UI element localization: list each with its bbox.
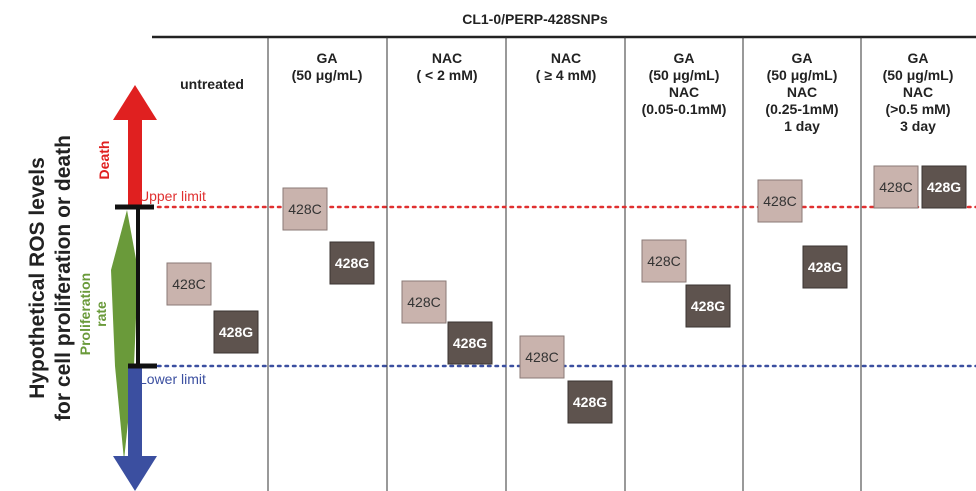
box-428c <box>757 179 803 223</box>
box-428g <box>329 241 375 285</box>
column-header-line: NAC <box>669 84 699 100</box>
column-header-line: NAC <box>432 50 462 66</box>
column-header-line: 3 day <box>900 118 936 134</box>
proliferation-label-line1: Proliferation <box>77 273 93 355</box>
column-header: GA(50 μg/mL)NAC(>0.5 mM)3 day <box>883 50 954 134</box>
lower-limit-label: Lower limit <box>139 371 206 387</box>
y-axis-title-line2: for cell proliferation or death <box>52 135 75 421</box>
column-header-line: GA <box>674 50 695 66</box>
box-428c-label: 428C <box>288 201 321 217</box>
column-header-line: untreated <box>180 76 244 92</box>
death-label: Death <box>96 141 112 180</box>
column-header-line: NAC <box>903 84 933 100</box>
box-428g <box>685 284 731 328</box>
y-axis-title-line1: Hypothetical ROS levels <box>26 157 49 399</box>
diagram-title: CL1-0/PERP-428SNPs <box>462 11 608 27</box>
column-header-line: NAC <box>551 50 581 66</box>
limit-bracket <box>115 204 157 369</box>
column-header-line: ( < 2 mM) <box>416 67 477 83</box>
box-428g <box>447 321 493 365</box>
box-428c <box>401 280 447 324</box>
genotype-boxes: 428C 428G 428C 428G 428C 428G 428C 428G 428C 428G… <box>166 165 967 424</box>
box-428c-label: 428C <box>879 179 912 195</box>
box-428c <box>641 239 687 283</box>
box-428g-label: 428G <box>335 255 369 271</box>
column-header-line: (50 μg/mL) <box>649 67 720 83</box>
box-428c <box>873 165 919 209</box>
column-header-line: GA <box>792 50 813 66</box>
box-428c-label: 428C <box>525 349 558 365</box>
upper-limit-label: Upper limit <box>139 188 206 204</box>
column-header: GA(50 μg/mL)NAC(0.25-1mM)1 day <box>765 50 838 134</box>
box-428c <box>519 335 565 379</box>
proliferation-diamond <box>111 210 138 460</box>
box-428c-label: 428C <box>407 294 440 310</box>
box-428c-label: 428C <box>647 253 680 269</box>
box-428g-label: 428G <box>453 335 487 351</box>
box-428g <box>567 380 613 424</box>
column-header-line: GA <box>908 50 929 66</box>
column-header-line: 1 day <box>784 118 820 134</box>
column-header-line: (50 μg/mL) <box>292 67 363 83</box>
column-header-line: (50 μg/mL) <box>767 67 838 83</box>
box-428g-label: 428G <box>927 179 961 195</box>
box-428c <box>282 187 328 231</box>
column-header: NAC( < 2 mM) <box>416 50 477 83</box>
box-428g-label: 428G <box>691 298 725 314</box>
column-header: untreated <box>180 76 244 92</box>
box-428g-label: 428G <box>808 259 842 275</box>
column-header-line: (50 μg/mL) <box>883 67 954 83</box>
column-header-line: ( ≥ 4 mM) <box>536 67 597 83</box>
column-header-line: GA <box>317 50 338 66</box>
lower-arrow <box>113 366 157 491</box>
box-428c-label: 428C <box>763 193 796 209</box>
proliferation-label-line2: rate <box>93 301 109 327</box>
box-428g <box>802 245 848 289</box>
box-428g-label: 428G <box>573 394 607 410</box>
box-428g-label: 428G <box>219 324 253 340</box>
column-header-line: NAC <box>787 84 817 100</box>
box-428g <box>921 165 967 209</box>
column-header: NAC( ≥ 4 mM) <box>536 50 597 83</box>
box-428c <box>166 262 212 306</box>
box-428g <box>213 310 259 354</box>
column-header: GA(50 μg/mL) <box>292 50 363 83</box>
column-header: GA(50 μg/mL)NAC(0.05-0.1mM) <box>642 50 727 117</box>
column-header-line: (>0.5 mM) <box>886 101 951 117</box>
column-dividers <box>267 37 862 491</box>
box-428c-label: 428C <box>172 276 205 292</box>
column-header-line: (0.25-1mM) <box>765 101 838 117</box>
death-arrow <box>113 85 157 206</box>
column-header-line: (0.05-0.1mM) <box>642 101 727 117</box>
